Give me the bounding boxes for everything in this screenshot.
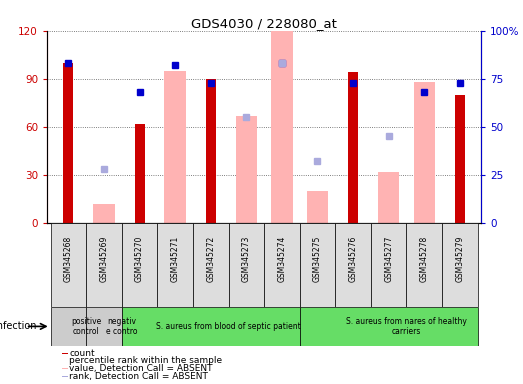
Bar	[335, 223, 371, 307]
Bar	[62, 353, 68, 354]
Text: GSM345277: GSM345277	[384, 235, 393, 282]
Text: GSM345270: GSM345270	[135, 235, 144, 282]
Text: negativ
e contro: negativ e contro	[106, 317, 138, 336]
Text: percentile rank within the sample: percentile rank within the sample	[69, 356, 222, 366]
Bar	[271, 31, 292, 223]
Bar	[157, 223, 193, 307]
Text: value, Detection Call = ABSENT: value, Detection Call = ABSENT	[69, 364, 213, 373]
Bar	[122, 223, 157, 307]
Bar	[307, 191, 328, 223]
Bar	[93, 204, 115, 223]
Bar	[229, 223, 264, 307]
Bar	[63, 63, 73, 223]
Bar	[378, 172, 400, 223]
Text: GSM345268: GSM345268	[64, 235, 73, 281]
Bar	[62, 368, 68, 369]
Text: GSM345275: GSM345275	[313, 235, 322, 282]
Bar	[51, 307, 86, 346]
Bar	[264, 223, 300, 307]
Text: GSM345274: GSM345274	[277, 235, 287, 282]
Text: GSM345278: GSM345278	[420, 235, 429, 281]
Bar	[86, 223, 122, 307]
Bar	[414, 82, 435, 223]
Text: GSM345272: GSM345272	[206, 235, 215, 281]
Title: GDS4030 / 228080_at: GDS4030 / 228080_at	[191, 17, 337, 30]
Text: infection: infection	[0, 321, 37, 331]
Text: GSM345279: GSM345279	[456, 235, 464, 282]
Text: rank, Detection Call = ABSENT: rank, Detection Call = ABSENT	[69, 372, 208, 381]
Bar	[300, 307, 477, 346]
Bar	[165, 71, 186, 223]
Bar	[86, 307, 122, 346]
Text: GSM345276: GSM345276	[348, 235, 358, 282]
Bar	[300, 223, 335, 307]
Bar	[193, 223, 229, 307]
Bar	[51, 223, 86, 307]
Text: S. aureus from nares of healthy
carriers: S. aureus from nares of healthy carriers	[346, 317, 467, 336]
Text: positive
control: positive control	[71, 317, 101, 336]
Text: GSM345273: GSM345273	[242, 235, 251, 282]
Text: count: count	[69, 349, 95, 358]
Bar	[122, 307, 300, 346]
Bar	[206, 79, 215, 223]
Bar	[455, 95, 465, 223]
Bar	[371, 223, 406, 307]
Text: GSM345269: GSM345269	[99, 235, 108, 282]
Bar	[442, 223, 477, 307]
Text: GSM345271: GSM345271	[170, 235, 180, 281]
Text: S. aureus from blood of septic patient: S. aureus from blood of septic patient	[156, 322, 301, 331]
Bar	[236, 116, 257, 223]
Bar	[134, 124, 144, 223]
Bar	[348, 72, 358, 223]
Bar	[406, 223, 442, 307]
Bar	[62, 376, 68, 377]
